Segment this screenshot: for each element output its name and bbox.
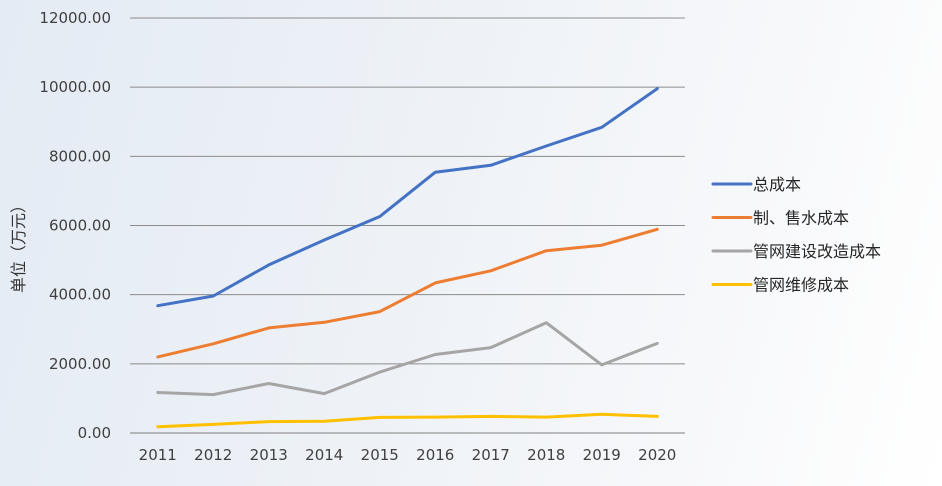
legend-label-2: 制、售水成本 — [753, 209, 849, 228]
y-tick-label: 2000.00 — [49, 355, 111, 373]
y-tick-label: 4000.00 — [49, 286, 111, 304]
y-axis-title: 单位（万元） — [9, 197, 28, 293]
x-tick-label: 2015 — [361, 446, 399, 464]
x-tick-label: 2019 — [583, 446, 621, 464]
series-line-4 — [156, 412, 659, 429]
legend-label-3: 管网建设改造成本 — [753, 242, 881, 261]
axes: 0.00 2000.00 4000.00 6000.00 8000.00 10000.00… — [39, 9, 685, 464]
x-tick-label: 2016 — [416, 446, 454, 464]
legend-label-4: 管网维修成本 — [753, 276, 849, 295]
series-line-3 — [156, 321, 659, 397]
gridlines — [130, 17, 685, 365]
x-tick-label: 2018 — [527, 446, 565, 464]
y-tick-label: 12000.00 — [39, 9, 111, 27]
series-lines — [156, 87, 659, 429]
x-tick-label: 2017 — [472, 446, 510, 464]
y-tick-label: 10000.00 — [39, 78, 111, 96]
y-tick-label: 6000.00 — [49, 217, 111, 235]
x-tick-label: 2012 — [194, 446, 232, 464]
x-tick-label: 2011 — [139, 446, 177, 464]
y-tick-label: 8000.00 — [49, 147, 111, 165]
x-tick-label: 2013 — [250, 446, 288, 464]
y-tick-label: 0.00 — [78, 424, 111, 442]
series-line-2 — [156, 227, 659, 359]
series-line-1 — [156, 87, 659, 308]
legend-label-1: 总成本 — [753, 175, 801, 194]
x-tick-label: 2020 — [638, 446, 676, 464]
x-tick-label: 2014 — [305, 446, 343, 464]
